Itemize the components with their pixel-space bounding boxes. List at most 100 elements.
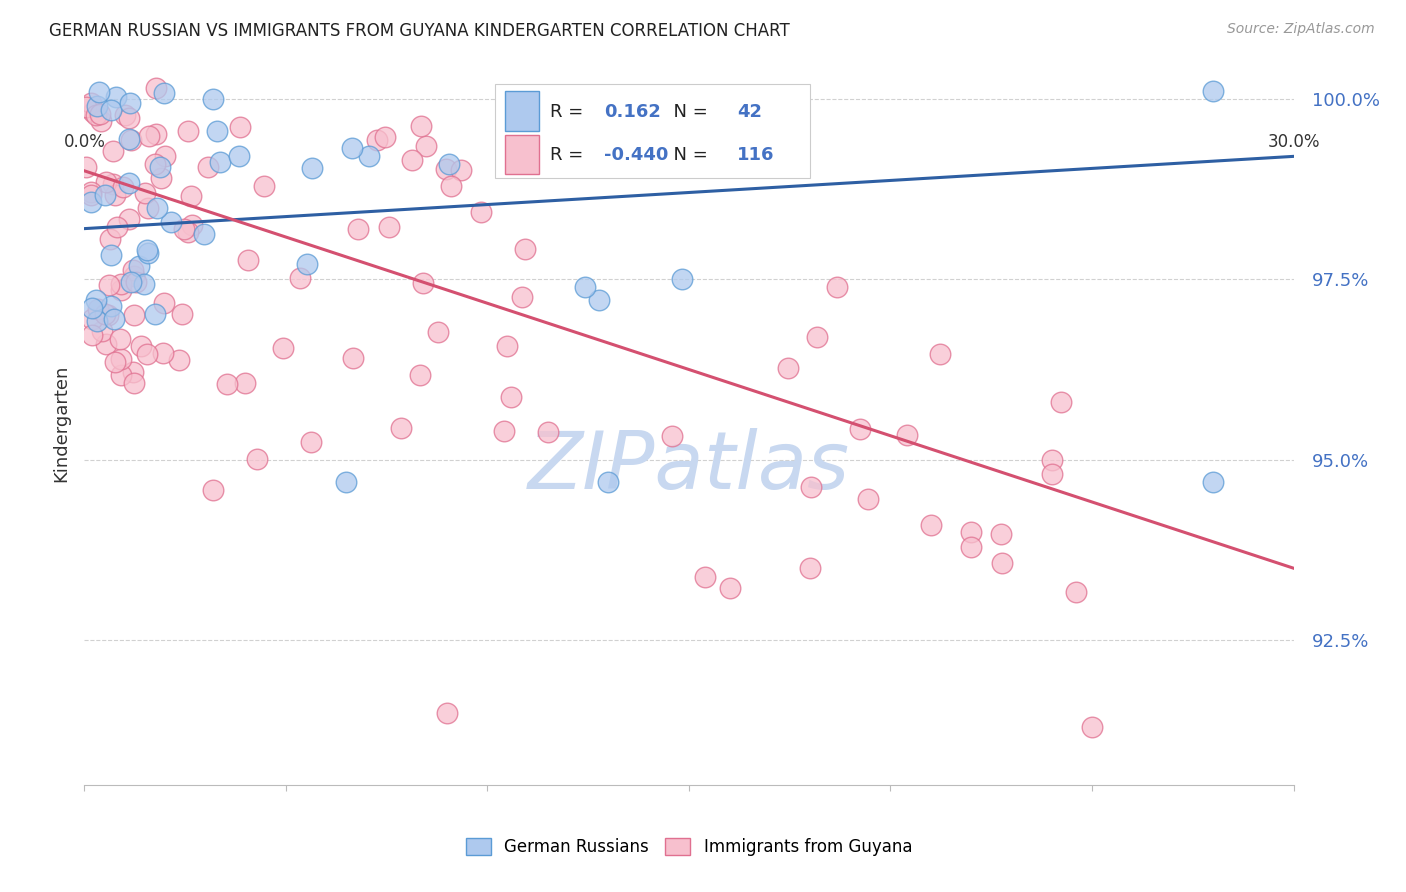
Point	[920, 517, 942, 532]
Point	[177, 225, 200, 239]
Point	[180, 188, 202, 202]
Point	[661, 429, 683, 443]
Point	[136, 347, 159, 361]
Point	[217, 376, 239, 391]
Point	[138, 128, 160, 143]
Point	[80, 311, 103, 326]
Point	[537, 425, 560, 439]
Point	[929, 347, 952, 361]
Point	[152, 346, 174, 360]
Point	[301, 161, 323, 175]
Point	[990, 527, 1012, 541]
Point	[346, 222, 368, 236]
Point	[108, 332, 131, 346]
Text: N =: N =	[662, 146, 714, 164]
Point	[228, 149, 250, 163]
Point	[205, 124, 228, 138]
Point	[412, 276, 434, 290]
Point	[118, 176, 141, 190]
Point	[173, 222, 195, 236]
Point	[89, 107, 111, 121]
Point	[98, 232, 121, 246]
Point	[143, 157, 166, 171]
Point	[86, 314, 108, 328]
Point	[340, 141, 363, 155]
Point	[90, 114, 112, 128]
Point	[136, 201, 159, 215]
Point	[153, 149, 176, 163]
Point	[290, 270, 312, 285]
Point	[84, 293, 107, 307]
Point	[80, 188, 103, 202]
Text: 42: 42	[737, 103, 762, 120]
Text: -0.440: -0.440	[605, 146, 669, 164]
Point	[114, 108, 136, 122]
Point	[357, 149, 380, 163]
Point	[121, 263, 143, 277]
Point	[496, 339, 519, 353]
Point	[145, 127, 167, 141]
Point	[94, 188, 117, 202]
Point	[960, 525, 983, 540]
Point	[125, 275, 148, 289]
Point	[172, 307, 194, 321]
Point	[378, 219, 401, 234]
Point	[409, 368, 432, 382]
Point	[499, 390, 522, 404]
Point	[209, 154, 232, 169]
Point	[201, 483, 224, 497]
Point	[87, 85, 110, 99]
Point	[134, 186, 156, 200]
Point	[91, 324, 114, 338]
Point	[94, 307, 117, 321]
Point	[82, 327, 104, 342]
Point	[131, 339, 153, 353]
Text: GERMAN RUSSIAN VS IMMIGRANTS FROM GUYANA KINDERGARTEN CORRELATION CHART: GERMAN RUSSIAN VS IMMIGRANTS FROM GUYANA…	[49, 22, 790, 40]
Point	[799, 561, 821, 575]
Point	[342, 351, 364, 366]
Point	[236, 253, 259, 268]
Point	[1066, 585, 1088, 599]
Point	[896, 427, 918, 442]
Point	[110, 352, 132, 367]
Point	[82, 105, 104, 120]
Point	[253, 178, 276, 193]
Point	[143, 307, 166, 321]
Point	[671, 272, 693, 286]
Text: ZIPatlas: ZIPatlas	[527, 428, 851, 506]
Point	[86, 99, 108, 113]
Point	[160, 214, 183, 228]
Point	[436, 706, 458, 720]
Point	[849, 421, 872, 435]
Point	[104, 355, 127, 369]
Point	[229, 120, 252, 134]
Point	[415, 138, 437, 153]
Point	[138, 246, 160, 260]
Point	[193, 227, 215, 241]
Point	[450, 163, 472, 178]
Point	[177, 123, 200, 137]
Point	[101, 144, 124, 158]
Point	[79, 194, 101, 209]
Point	[121, 365, 143, 379]
Point	[120, 132, 142, 146]
Point	[858, 492, 880, 507]
Point	[335, 475, 357, 489]
Point	[409, 119, 432, 133]
Text: 30.0%: 30.0%	[1267, 133, 1320, 152]
Point	[546, 110, 568, 124]
Point	[806, 330, 828, 344]
Point	[105, 89, 128, 103]
Point	[110, 368, 132, 383]
Point	[110, 277, 132, 291]
Point	[513, 242, 536, 256]
Point	[299, 435, 322, 450]
Point	[588, 293, 610, 307]
Point	[695, 569, 717, 583]
Point	[136, 243, 159, 257]
Point	[80, 185, 103, 199]
FancyBboxPatch shape	[495, 84, 810, 178]
Point	[827, 280, 849, 294]
Point	[271, 342, 294, 356]
Bar	[505, 91, 538, 131]
